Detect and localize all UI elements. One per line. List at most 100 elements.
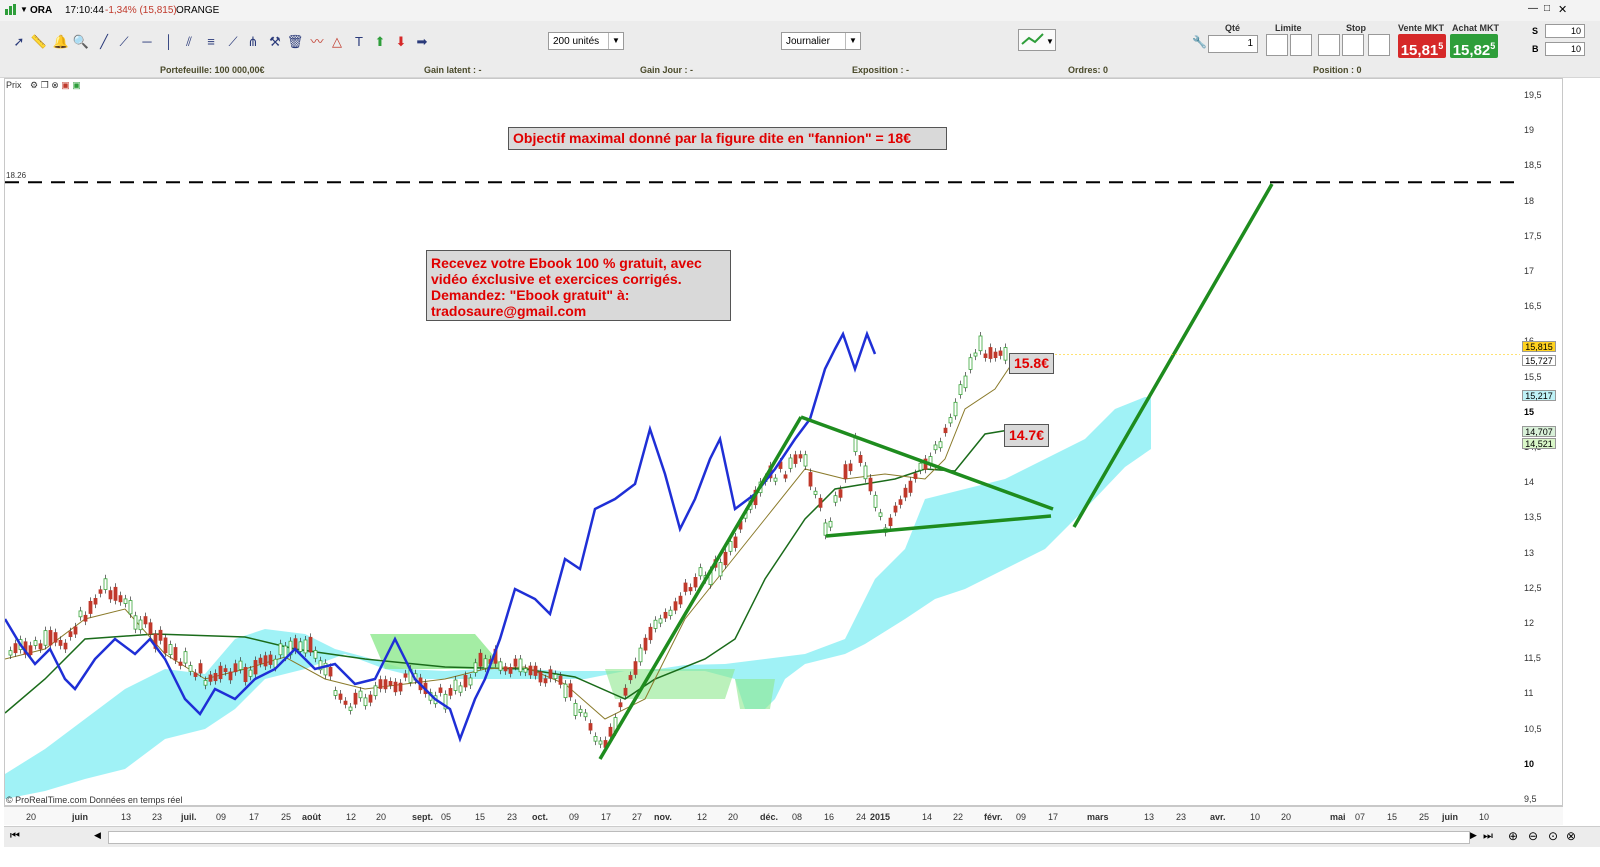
symbol-dropdown-icon[interactable]: ▼ (20, 5, 28, 14)
indicator-icon[interactable]: ▣ (61, 80, 70, 90)
buy-market-button[interactable]: 15,825 (1450, 34, 1498, 59)
candle-body (588, 723, 593, 731)
ray-tool-icon[interactable]: ⟋ (119, 34, 129, 49)
window-icon[interactable]: ❐ (40, 80, 49, 90)
candle-body (508, 667, 513, 674)
zoom-fit-icon[interactable]: ⊙ (1548, 829, 1559, 843)
qty-input[interactable]: 1 (1208, 35, 1258, 53)
candle-body (813, 490, 818, 495)
zoom-reset-icon[interactable]: ⊗ (1566, 829, 1577, 843)
right-arrow-icon[interactable]: ➡ (416, 34, 428, 49)
kijun-line (5, 428, 1036, 714)
period-select[interactable]: Journalier ▼ (781, 32, 861, 50)
candle-body (233, 663, 238, 673)
wave-tool-icon[interactable]: 〰 (310, 34, 324, 49)
price-chart[interactable] (4, 78, 1563, 806)
projection-line (1072, 183, 1274, 528)
s-qty-input[interactable]: 10 (1545, 24, 1585, 38)
fan-tool-icon[interactable]: ⟋ (228, 34, 238, 49)
gavel-icon[interactable]: ⚒ (269, 34, 281, 49)
down-arrow-icon[interactable]: ⬇ (395, 34, 407, 49)
pitchfork-tool-icon[interactable]: ⋔ (247, 34, 259, 49)
hline-tool-icon[interactable]: ─ (142, 34, 152, 49)
candle-body (328, 667, 333, 677)
b-qty-input[interactable]: 10 (1545, 42, 1585, 56)
chart-type-button[interactable]: ▼ (1018, 29, 1056, 51)
chevron-down-icon[interactable]: ▼ (845, 33, 860, 49)
x-axis-label: 10 (1250, 812, 1261, 822)
zoom-in-icon[interactable]: ⊕ (1508, 829, 1519, 843)
zoom-icon[interactable]: 🔍 (72, 34, 90, 49)
candle-body (723, 551, 728, 566)
text-tool-icon[interactable]: T (355, 34, 363, 49)
scroll-right-icon[interactable]: ▶ (1470, 830, 1477, 840)
add-indicator-icon[interactable]: ▣ (72, 80, 81, 90)
line-tool-icon[interactable]: ╱ (100, 34, 108, 49)
x-axis-label: 2015 (870, 812, 891, 822)
stop-extra-button[interactable] (1368, 34, 1390, 56)
x-axis-label: déc. (760, 812, 779, 822)
y-axis-label: 11 (1524, 688, 1534, 699)
pole-trendline (598, 416, 803, 760)
candle-body (978, 335, 983, 352)
x-axis-label: juil. (181, 812, 197, 822)
channel-tool-icon[interactable]: ⫽ (186, 34, 192, 49)
chart-scrollbar[interactable]: ⏮ ◀ ▶ ⏭ ⊕ ⊖ ⊙ ⊗ (4, 826, 1600, 847)
pennant-lower-line (825, 514, 1052, 538)
scroll-start-icon[interactable]: ⏮ (10, 830, 20, 842)
stop-buy-button[interactable] (1318, 34, 1340, 56)
units-select[interactable]: 200 unités ▼ (548, 32, 624, 50)
candle-body (848, 463, 853, 472)
close-icon[interactable]: ✕ (1558, 4, 1568, 16)
chevron-down-icon[interactable]: ▼ (608, 33, 623, 49)
symbol-label[interactable]: ORA (30, 5, 53, 16)
maximize-icon[interactable]: □ (1544, 3, 1551, 14)
minimize-icon[interactable]: — (1528, 3, 1538, 14)
candle-body (783, 474, 788, 479)
price-level-tag: 15,217 (1522, 390, 1556, 401)
wrench-icon[interactable]: 🔧 (1192, 35, 1207, 49)
candle-body (278, 643, 283, 656)
scroll-end-icon[interactable]: ⏭ (1483, 830, 1493, 842)
sell-market-button[interactable]: 15,815 (1398, 34, 1446, 59)
pointer-icon[interactable]: ➚ (13, 34, 25, 49)
settings-icon[interactable]: ⚙ (30, 80, 39, 90)
candle-body (688, 587, 693, 592)
limit-sell-button[interactable] (1290, 34, 1312, 56)
scroll-left-icon[interactable]: ◀ (94, 830, 101, 840)
stop-sell-button[interactable] (1342, 34, 1364, 56)
candle-body (123, 598, 128, 604)
candle-body (248, 669, 253, 677)
candle-body (48, 630, 53, 646)
chart-canvas (5, 181, 1520, 799)
fibonacci-tool-icon[interactable]: ≡ (207, 34, 215, 49)
price-level-tag: 15,727 (1522, 355, 1556, 366)
close-icon[interactable]: ⊗ (51, 80, 59, 90)
x-axis-label: 20 (26, 812, 37, 822)
candle-body (283, 645, 288, 658)
candle-body (868, 477, 873, 492)
trash-icon[interactable]: 🗑 (286, 34, 304, 49)
ruler-icon[interactable]: 📏 (30, 34, 48, 49)
x-axis-label: 25 (1419, 812, 1430, 822)
position-count[interactable]: Position : 0 (1313, 65, 1362, 75)
triangle-tool-icon[interactable]: △ (332, 34, 342, 49)
qty-label: Qté (1225, 23, 1241, 33)
price-tag-14-7: 14.7€ (1004, 424, 1049, 447)
vline-tool-icon[interactable]: │ (164, 34, 174, 49)
candle-body (933, 444, 938, 451)
scroll-track[interactable] (108, 831, 1470, 844)
candle-body (473, 662, 478, 674)
candle-body (538, 671, 543, 683)
candle-body (223, 668, 228, 673)
alarm-icon[interactable]: 🔔 (52, 34, 70, 49)
candle-body (343, 700, 348, 705)
candle-body (258, 657, 263, 664)
candle-body (228, 671, 233, 681)
up-arrow-icon[interactable]: ⬆ (374, 34, 386, 49)
y-axis-label: 10 (1524, 758, 1535, 769)
zoom-out-icon[interactable]: ⊖ (1528, 829, 1539, 843)
orders-count[interactable]: Ordres: 0 (1068, 65, 1109, 75)
limit-buy-button[interactable] (1266, 34, 1288, 56)
candle-body (963, 375, 968, 389)
